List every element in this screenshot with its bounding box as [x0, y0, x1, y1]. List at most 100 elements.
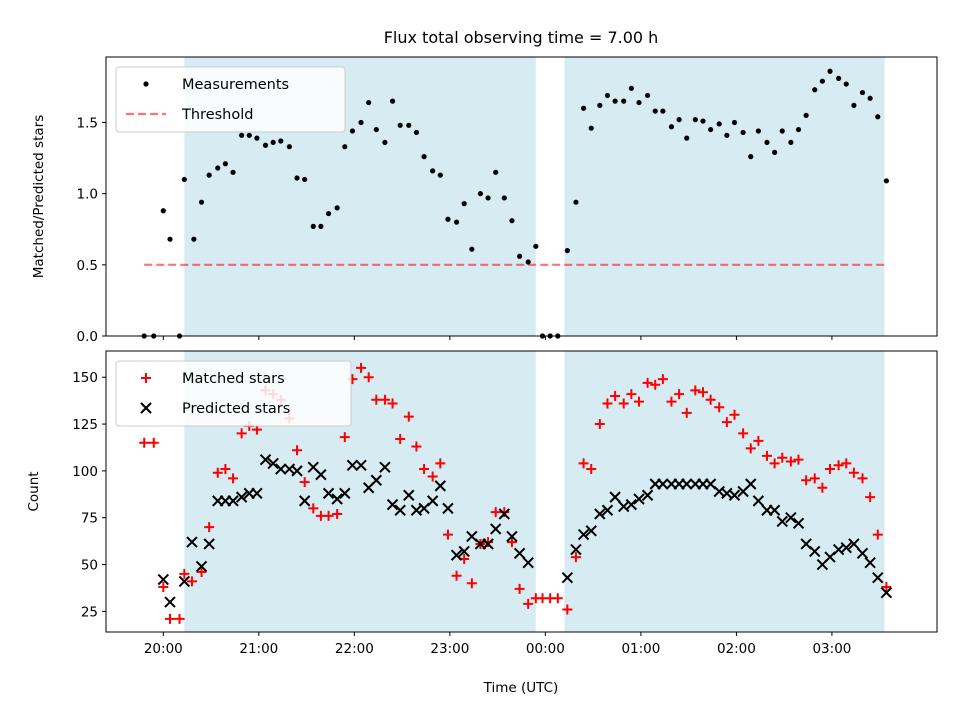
data-point: [196, 567, 207, 578]
data-point: [389, 98, 396, 104]
data-point: [411, 441, 422, 452]
data-point: [859, 89, 866, 96]
data-point: [864, 556, 876, 569]
data-point: [186, 536, 198, 548]
data-point: [785, 512, 797, 524]
data-point: [880, 586, 893, 599]
series-predicted-stars: [157, 453, 893, 608]
data-point: [167, 236, 173, 242]
data-point: [642, 377, 653, 388]
data-point: [139, 437, 150, 448]
data-point: [212, 467, 223, 478]
data-point: [851, 102, 857, 108]
data-point: [684, 135, 690, 141]
data-point: [597, 102, 603, 108]
data-point: [397, 122, 403, 128]
data-point: [731, 119, 738, 126]
data-point: [421, 154, 427, 160]
data-point: [674, 389, 685, 400]
data-point: [564, 247, 570, 254]
data-point: [809, 545, 821, 558]
star-count-panel: 20:00 21:00 22:00 23:00 00:00 01:00 02:00 03:00…: [26, 350, 938, 657]
data-point: [716, 121, 722, 127]
data-point: [610, 390, 621, 401]
data-point: [270, 139, 276, 146]
legend-label: Matched stars: [182, 371, 285, 387]
data-point: [633, 493, 645, 505]
data-point: [776, 515, 788, 528]
data-point: [697, 387, 708, 398]
data-point: [191, 236, 197, 242]
data-point: [499, 507, 510, 518]
data-point: [728, 489, 741, 501]
data-point: [451, 570, 462, 581]
data-point: [676, 117, 682, 123]
data-point: [379, 394, 390, 405]
data-point: [371, 394, 382, 405]
data-point: [363, 372, 374, 383]
data-point: [469, 246, 475, 252]
data-point: [355, 459, 367, 471]
legend-marker: [141, 373, 151, 383]
data-point: [848, 538, 860, 550]
data-point: [442, 529, 453, 540]
data-point: [310, 223, 316, 229]
data-point: [827, 68, 833, 74]
data-point: [856, 547, 869, 560]
x-tick-label: 22:00: [335, 641, 374, 657]
data-point: [395, 434, 406, 445]
chart-title: Flux total observing time = 7.00 h: [384, 28, 659, 47]
data-point: [594, 419, 605, 430]
data-point: [419, 464, 430, 475]
data-point: [768, 504, 781, 516]
data-point: [825, 464, 836, 475]
data-point: [785, 456, 796, 467]
data-point: [666, 396, 677, 407]
y-tick-label: 150: [72, 370, 98, 386]
data-point: [482, 538, 494, 550]
data-point: [235, 491, 248, 503]
data-point: [516, 253, 523, 259]
data-point: [299, 477, 310, 488]
data-point: [594, 508, 606, 520]
data-point: [721, 417, 732, 428]
data-point: [323, 510, 334, 521]
data-point: [525, 259, 531, 265]
data-point: [204, 522, 215, 533]
data-point: [227, 495, 239, 507]
data-point: [644, 92, 651, 99]
data-point: [705, 394, 716, 405]
data-point: [358, 119, 364, 126]
data-point: [779, 128, 785, 134]
data-point: [387, 398, 398, 409]
data-point: [394, 504, 406, 516]
legend: Measurements Threshold: [115, 66, 346, 133]
series-measurements: [141, 68, 889, 339]
data-point: [178, 575, 191, 588]
data-point: [198, 199, 205, 205]
data-point: [561, 571, 574, 584]
data-point: [222, 161, 228, 167]
data-point: [346, 459, 359, 471]
data-point: [764, 139, 770, 146]
data-point: [792, 517, 805, 530]
data-point: [801, 475, 812, 486]
data-point: [841, 458, 852, 469]
data-point: [843, 81, 849, 87]
data-point: [724, 132, 730, 138]
data-point: [573, 199, 579, 205]
y-tick-label: 50: [81, 558, 98, 574]
data-point: [872, 571, 884, 584]
data-point: [777, 452, 788, 463]
data-point: [660, 108, 666, 114]
data-point: [570, 552, 581, 563]
data-point: [413, 129, 420, 136]
flux-ratio-panel: 0.0 0.5 1.0 1.5 Matched/Predicted stars Measu…: [31, 56, 938, 345]
data-point: [552, 593, 563, 604]
data-point: [738, 428, 749, 439]
y-axis-label: Matched/Predicted stars: [31, 115, 47, 278]
data-point: [652, 108, 658, 114]
legend-label: Measurements: [182, 77, 289, 93]
plot-frame: [105, 56, 938, 337]
data-point: [179, 568, 190, 579]
